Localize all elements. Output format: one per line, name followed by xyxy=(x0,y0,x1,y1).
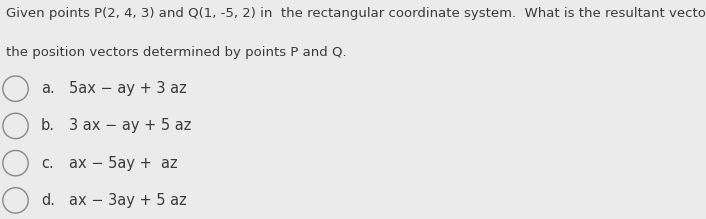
Text: Given points P(2, 4, 3) and Q(1, -5, 2) in  the rectangular coordinate system.  : Given points P(2, 4, 3) and Q(1, -5, 2) … xyxy=(6,7,706,19)
Text: c.: c. xyxy=(41,156,54,171)
Text: b.: b. xyxy=(41,118,55,133)
Text: a.: a. xyxy=(41,81,54,96)
Text: ax − 5ay +  az: ax − 5ay + az xyxy=(69,156,178,171)
Text: the position vectors determined by points P and Q.: the position vectors determined by point… xyxy=(6,46,346,59)
Text: 3 ax − ay + 5 az: 3 ax − ay + 5 az xyxy=(69,118,191,133)
Text: 5ax − ay + 3 az: 5ax − ay + 3 az xyxy=(69,81,187,96)
Text: ax − 3ay + 5 az: ax − 3ay + 5 az xyxy=(69,193,187,208)
Text: d.: d. xyxy=(41,193,55,208)
